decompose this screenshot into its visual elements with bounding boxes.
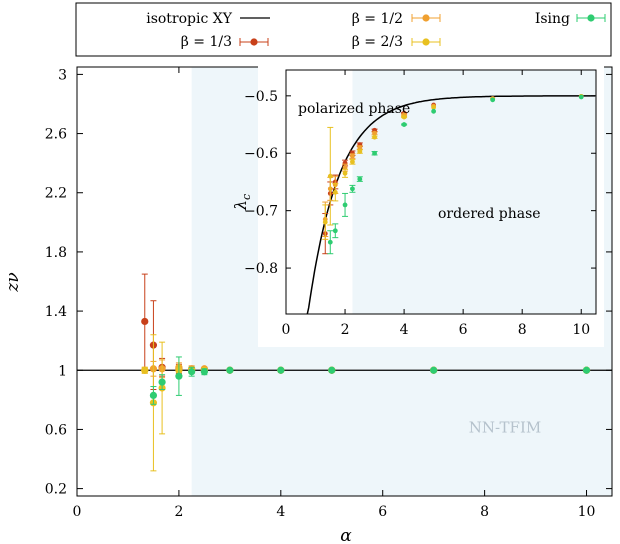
series-ising [327, 94, 584, 255]
x-tick-label: 6 [378, 504, 387, 520]
legend-label: β = 2/3 [352, 34, 403, 50]
legend-marker [250, 38, 258, 46]
legend-label: Ising [535, 11, 570, 27]
data-point [401, 114, 407, 120]
data-point [431, 108, 437, 114]
data-point [158, 378, 166, 386]
nn-tfim-label: NN-TFIM [469, 418, 541, 436]
x-tick-label: 4 [276, 504, 285, 520]
data-point [350, 186, 355, 192]
data-point [332, 189, 338, 195]
data-point [188, 368, 196, 376]
x-axis-label: α [340, 526, 352, 544]
data-point [327, 173, 333, 179]
data-point [582, 366, 591, 374]
x-tick-label: 2 [174, 504, 183, 520]
data-point [141, 366, 149, 374]
data-point [490, 97, 496, 103]
inset-x-tick-label: 0 [282, 322, 291, 338]
inset-x-tick-label: 4 [400, 322, 409, 338]
data-point [350, 153, 355, 159]
y-tick-label: 1 [58, 363, 67, 379]
series-ising [149, 356, 591, 405]
inset-y-tick-label: −0.7 [244, 204, 278, 220]
legend-entry-beta-1-3: β = 1/3 [181, 34, 269, 50]
legend: isotropic XY β = 1/2 Ising β = 1/3 β = 2/3 [75, 2, 612, 57]
data-point [357, 149, 363, 154]
data-point [342, 202, 348, 208]
inset-y-tick-label: −0.6 [244, 146, 278, 162]
x-tick-label: 0 [73, 504, 82, 520]
legend-entry-beta-1-2: β = 1/2 [352, 11, 441, 27]
data-point [226, 366, 234, 374]
data-point [342, 170, 348, 176]
data-point [372, 150, 377, 156]
data-point [141, 317, 149, 326]
legend-marker [422, 14, 430, 22]
y-tick-label: 3 [58, 67, 67, 83]
y-tick-label: 0.2 [45, 482, 67, 498]
inset-plot-frame [285, 69, 597, 315]
inset-x-tick-label: 10 [572, 322, 590, 338]
data-point [430, 366, 438, 374]
x-tick-label: 10 [578, 504, 596, 520]
legend-marker [422, 38, 430, 46]
data-point [277, 366, 285, 374]
legend-label: β = 1/2 [352, 11, 403, 27]
legend-entry-ising: Ising [535, 11, 606, 27]
y-tick-label: 1.4 [45, 304, 67, 320]
inset-y-tick-label: −0.5 [244, 89, 278, 105]
y-tick-label: 0.6 [45, 422, 67, 438]
inset-x-tick-label: 8 [518, 322, 527, 338]
inset-x-tick-label: 2 [341, 322, 350, 338]
data-point [401, 122, 407, 127]
legend-label: isotropic XY [146, 11, 233, 27]
data-point [357, 145, 363, 150]
ordered-phase-label: ordered phase [438, 206, 541, 222]
y-tick-label: 2.6 [45, 127, 67, 143]
data-point [372, 130, 377, 136]
y-tick-label: 1.8 [45, 245, 67, 261]
data-point [328, 366, 336, 374]
legend-label: β = 1/3 [181, 34, 232, 50]
data-point [342, 165, 348, 171]
legend-entry-isotropic-xy: isotropic XY [146, 11, 270, 27]
inset-plot: 0 2 4 6 8 10−0.5−0.6−0.7−0.8 polarized phase … [231, 62, 604, 347]
data-point [175, 372, 183, 380]
data-point [350, 159, 355, 165]
data-point [578, 94, 584, 100]
y-tick-label: 2.2 [45, 186, 67, 202]
legend-entry-beta-2-3: β = 2/3 [352, 34, 441, 50]
legend-marker [587, 14, 595, 22]
data-point [200, 368, 208, 376]
inset-x-tick-label: 6 [459, 322, 468, 338]
data-point [431, 104, 437, 110]
polarized-phase-label: polarized phase [298, 101, 410, 117]
inset-y-tick-label: −0.8 [244, 261, 278, 277]
data-point [327, 239, 333, 245]
data-point [322, 219, 328, 225]
data-point [149, 391, 158, 400]
data-point [357, 176, 363, 182]
data-point [372, 134, 377, 140]
x-tick-label: 8 [480, 504, 489, 520]
y-axis-label: zν [3, 272, 23, 292]
isotropic-xy-curve [306, 95, 596, 315]
data-point [332, 228, 338, 234]
